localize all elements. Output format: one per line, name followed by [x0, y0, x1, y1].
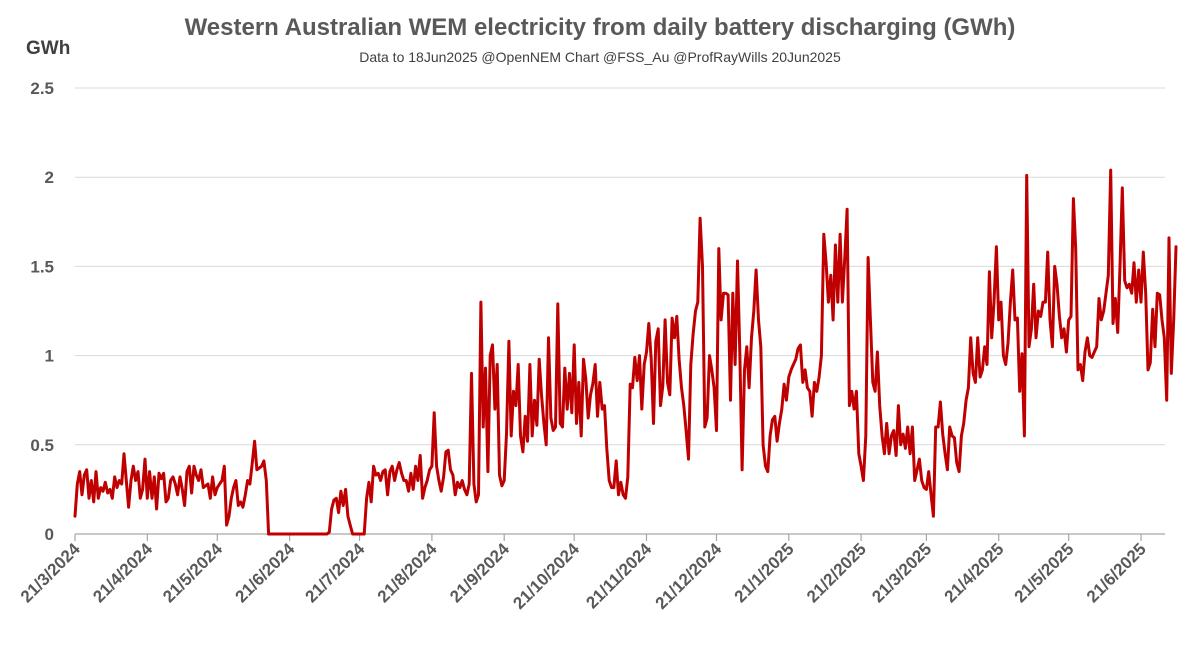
chart-subtitle: Data to 18Jun2025 @OpenNEM Chart @FSS_Au… — [359, 49, 841, 65]
x-tick-label: 21/7/2024 — [301, 539, 368, 606]
chart-title: Western Australian WEM electricity from … — [184, 14, 1016, 41]
y-tick-label: 2.5 — [30, 79, 54, 98]
x-tick-label: 21/3/2025 — [868, 539, 935, 606]
x-tick-label: 21/3/2024 — [17, 539, 84, 606]
x-tick-label: 21/5/2024 — [159, 539, 226, 606]
x-tick-label: 21/6/2025 — [1083, 539, 1150, 606]
x-tick-label: 21/12/2024 — [652, 539, 726, 613]
y-tick-label: 2 — [45, 168, 54, 187]
x-tick-label: 21/2/2025 — [803, 539, 870, 606]
y-tick-label: 0.5 — [30, 436, 54, 455]
x-tick-label: 21/10/2024 — [509, 539, 583, 613]
y-axis-label: GWh — [26, 38, 71, 59]
series-line — [73, 168, 1178, 536]
x-tick-label: 21/1/2025 — [731, 539, 798, 606]
y-tick-label: 0 — [45, 525, 54, 544]
y-tick-label: 1.5 — [30, 257, 54, 276]
x-tick-label: 21/11/2024 — [582, 539, 655, 612]
y-tick-label: 1 — [45, 347, 54, 366]
x-tick-label: 21/9/2024 — [446, 539, 513, 606]
x-tick-label: 21/4/2024 — [89, 539, 156, 606]
x-tick-label: 21/8/2024 — [374, 539, 441, 606]
x-tick-label: 21/4/2025 — [941, 539, 1008, 606]
x-tick-label: 21/6/2024 — [232, 539, 299, 606]
x-tick-label: 21/5/2025 — [1011, 539, 1078, 606]
